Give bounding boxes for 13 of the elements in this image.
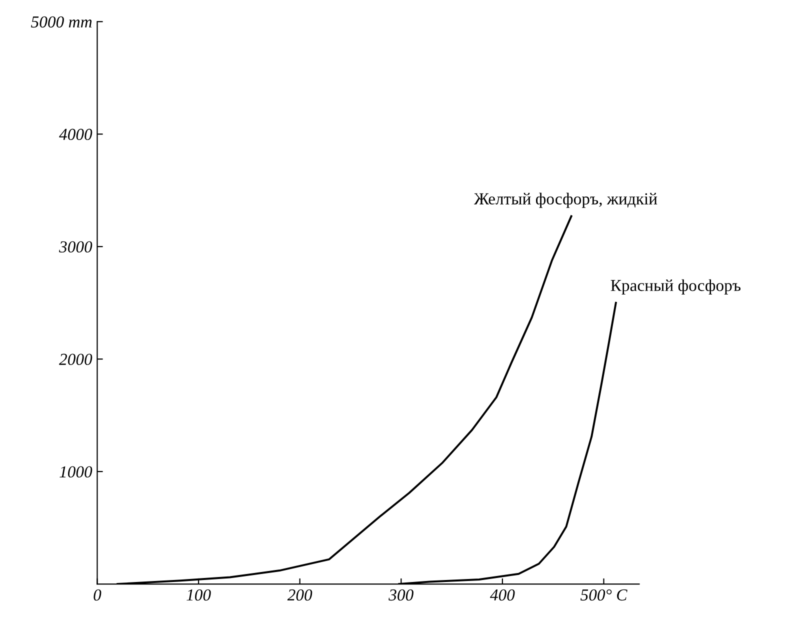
- y-tick-label: 4000: [59, 128, 92, 140]
- y-tick-label: 5000 mm: [31, 16, 92, 28]
- x-tick-label: 300: [388, 589, 414, 601]
- series-label: Красный фосфоръ: [610, 279, 741, 294]
- y-tick-label: 3000: [59, 241, 92, 253]
- y-tick-label: 2000: [59, 354, 92, 366]
- x-tick-label: 200: [287, 589, 312, 601]
- x-tick-label: 400: [490, 589, 515, 601]
- series-label: Желтый фосфоръ, жидкій: [474, 192, 658, 208]
- x-tick-label: 0: [94, 589, 102, 601]
- x-tick-label: 100: [186, 589, 211, 601]
- y-tick-label: 1000: [60, 466, 92, 478]
- x-tick-label: 500° C: [580, 589, 628, 601]
